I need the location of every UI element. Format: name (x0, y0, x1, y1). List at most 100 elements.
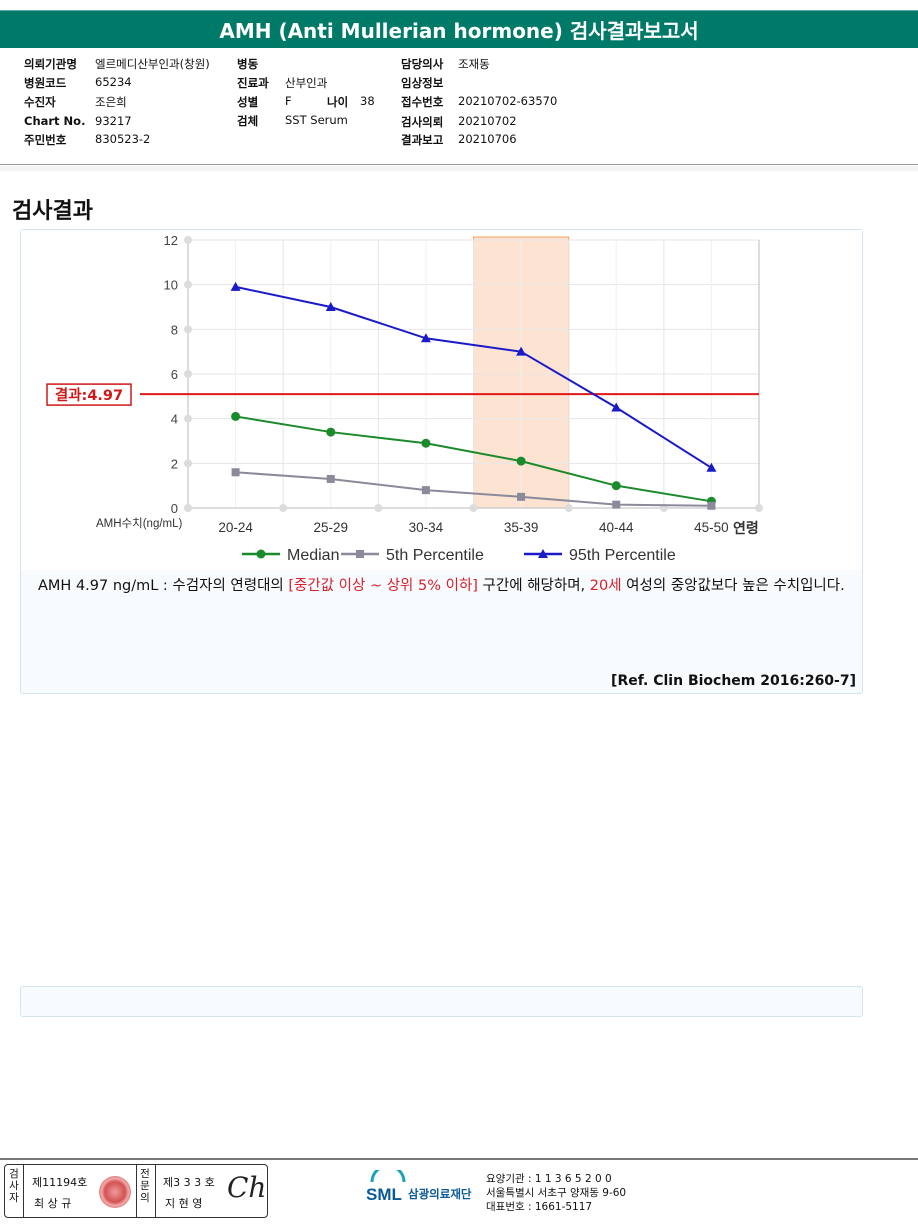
desc-range: [중간값 이상 ~ 상위 5% 이하] (288, 578, 478, 594)
code-value: 65234 (95, 75, 132, 89)
series-line-95th-percentile (235, 285, 712, 469)
report-label: 결과보고 (401, 133, 444, 147)
data-point-5th-percentile (517, 492, 526, 501)
patient-value: 조은희 (95, 95, 127, 109)
desc-part5: 여성의 중앙값보다 높은 수치입니다. (621, 578, 845, 594)
dept-label: 진료과 (237, 76, 269, 90)
data-point-95th-percentile (611, 402, 622, 412)
y-axis-title: AMH수치(ng/mL) (96, 517, 183, 530)
request-label: 검사의뢰 (401, 115, 444, 129)
chart-value: 93217 (95, 114, 132, 128)
doctor-label: 담당의사 (401, 57, 444, 71)
data-point-median (231, 411, 241, 421)
x-tick-label: 35-39 (504, 520, 539, 535)
series-line-median (235, 415, 712, 503)
inspector-no: 제11194호 (32, 1176, 88, 1189)
receipt-value: 20210702-63570 (458, 94, 558, 108)
y-axis-dot (184, 414, 192, 423)
data-point-5th-percentile (231, 468, 240, 477)
series-line-5th-percentile (235, 471, 712, 507)
data-point-5th-percentile (707, 501, 716, 510)
x-tick-label: 40-44 (599, 520, 634, 535)
org-details: 요양기관 : 1 1 3 6 5 2 0 0 서울특별시 서초구 양재동 9-6… (486, 1172, 626, 1214)
notes-panel (20, 986, 863, 1017)
id-label: 주민번호 (24, 133, 67, 147)
sml-logo-icon: SML (366, 1170, 406, 1204)
org-line3: 대표번호 : 1661-5117 (486, 1201, 593, 1213)
legend-label-95th-percentile: 95th Percentile (569, 547, 676, 564)
data-point-median (611, 481, 621, 491)
desc-part1: AMH 4.97 ng/mL : 수검자의 연령대의 (38, 578, 289, 594)
legend-label-5th-percentile: 5th Percentile (386, 547, 484, 564)
report-value: 20210706 (458, 132, 517, 146)
institution-label: 의뢰기관명 (24, 57, 77, 71)
header-band (0, 166, 918, 171)
divider (136, 1165, 137, 1217)
reference: [Ref. Clin Biochem 2016:260-7] (611, 673, 856, 689)
request-value: 20210702 (458, 114, 517, 128)
x-tick-label: 25-29 (313, 520, 348, 535)
logo-text: SML (366, 1185, 402, 1204)
sex-label: 성별 (237, 95, 259, 109)
x-axis-dot (564, 504, 573, 512)
x-axis-dot (374, 504, 383, 512)
specimen-label: 검체 (237, 114, 259, 128)
divider (155, 1165, 156, 1217)
x-axis-dot (279, 504, 288, 512)
desc-part3: 구간에 해당하며, (477, 578, 590, 594)
chart-background (21, 230, 862, 570)
data-point-5th-percentile (612, 500, 621, 509)
section-title: 검사결과 (12, 199, 93, 224)
handwritten-signature: Ch (227, 1171, 267, 1204)
data-point-5th-percentile (326, 474, 335, 483)
result-description: AMH 4.97 ng/mL : 수검자의 연령대의 [중간값 이상 ~ 상위 … (38, 575, 868, 597)
y-axis-dot (184, 325, 192, 334)
institution-value: 엘르메디산부인과(창원) (95, 57, 210, 71)
chart-label: Chart No. (24, 114, 86, 128)
data-point-95th-percentile (420, 333, 431, 343)
x-axis-dot (184, 504, 192, 512)
clinical-label: 임상정보 (401, 76, 444, 90)
inspector-name: 최 상 규 (34, 1197, 72, 1210)
header-divider (0, 164, 918, 165)
data-point-5th-percentile (421, 486, 430, 495)
patient-label: 수진자 (24, 95, 56, 109)
x-tick-label: 30-34 (409, 520, 444, 535)
x-axis-title: 연령 (733, 521, 759, 537)
data-point-95th-percentile (230, 281, 241, 291)
seal-stamp (99, 1176, 131, 1208)
data-point-95th-percentile (325, 302, 336, 311)
data-point-median (326, 427, 336, 437)
data-point-95th-percentile (706, 462, 717, 472)
data-point-95th-percentile (516, 346, 527, 356)
report-title: AMH (Anti Mullerian hormone) 검사결과보고서 (0, 10, 918, 48)
y-axis-dot (184, 459, 192, 468)
legend-marker-95th-percentile (538, 549, 548, 558)
data-point-median (421, 438, 431, 448)
desc-age: 20세 (589, 578, 622, 594)
specialist-no: 제3 3 3 호 (163, 1176, 215, 1189)
specimen-value: SST Serum (285, 113, 348, 127)
data-point-median (516, 456, 526, 466)
code-label: 병원코드 (24, 76, 67, 90)
doctor-value: 조재동 (458, 57, 490, 71)
y-axis-dot (184, 236, 192, 244)
x-tick-label: 45-50 (694, 520, 729, 535)
specialist-name: 지 현 영 (165, 1197, 203, 1210)
amh-chart: 0 2 4 6 8 10 12 20-24 25-29 30-34 35-39 40-44 45-50 A… (46, 233, 763, 564)
sex-value: F (285, 94, 292, 108)
result-label: 결과:4.97 (55, 386, 123, 404)
y-tick-label: 8 (171, 322, 178, 337)
age-label: 나이 (327, 95, 349, 109)
x-axis-dot (469, 504, 478, 512)
dept-value: 산부인과 (285, 76, 328, 90)
y-tick-label: 0 (171, 501, 178, 516)
legend-marker-5th-percentile (356, 550, 364, 558)
y-axis-dot (184, 280, 192, 289)
ward-label: 병동 (237, 57, 259, 71)
y-tick-label: 4 (171, 412, 178, 427)
x-tick-label: 20-24 (218, 520, 253, 535)
